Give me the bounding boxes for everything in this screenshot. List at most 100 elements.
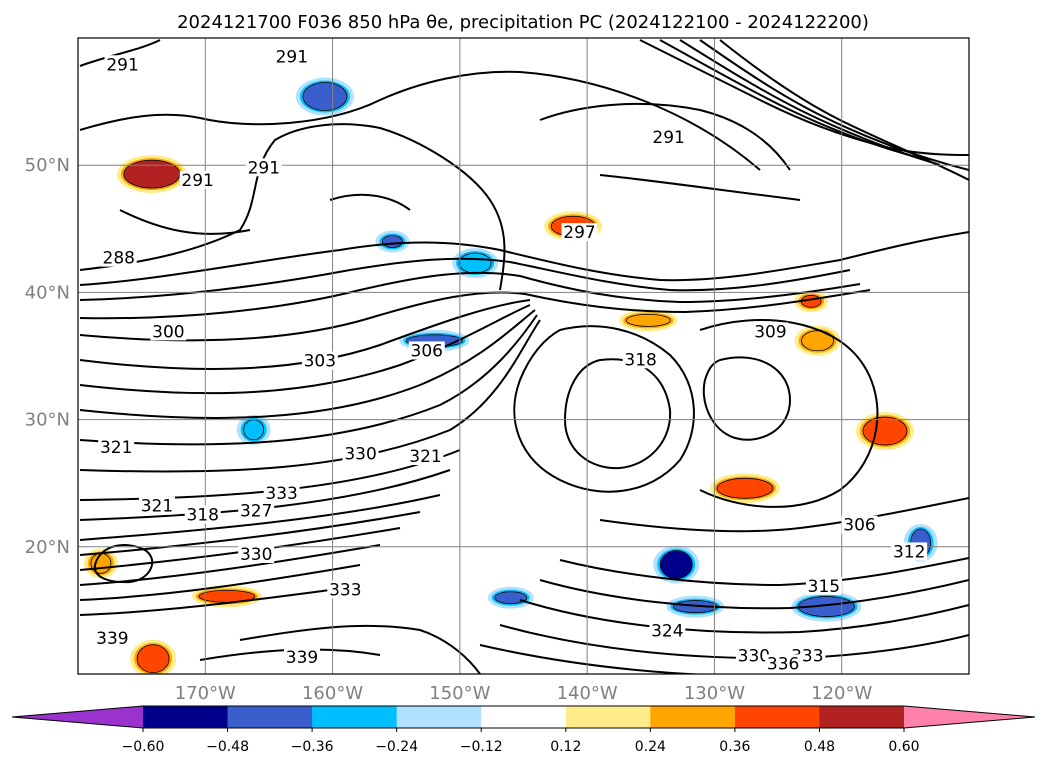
contour-label-bg [184, 505, 221, 524]
contour-label: 327 [240, 502, 272, 522]
lon-tick-label: 140°W [557, 683, 618, 704]
colorbar-segment [143, 706, 229, 728]
colorbar-tick-label: 0.12 [550, 739, 581, 755]
precip-feature-core [381, 235, 403, 248]
contour-label-bg [561, 223, 598, 242]
precip-feature-core [90, 552, 112, 574]
precip-feature-core [659, 550, 693, 580]
contour-label: 333 [329, 581, 361, 601]
contour-label: 339 [286, 648, 318, 668]
colorbar-segment [819, 706, 905, 728]
precipitation-layer [83, 77, 938, 674]
contour-label: 321 [100, 438, 132, 458]
colorbar-tick-label: −0.36 [291, 739, 334, 755]
colorbar-segment [312, 706, 398, 728]
precip-feature-core [862, 416, 908, 446]
contour-label: 312 [893, 542, 925, 562]
contour-label-bg [841, 515, 878, 534]
lon-tick-label: 130°W [684, 683, 745, 704]
contour-label-bg [104, 55, 141, 74]
contour-label-bg [284, 648, 321, 667]
colorbar-segment [734, 706, 820, 728]
contour-label-bg [245, 158, 282, 177]
precip-feature-core [458, 252, 492, 274]
colorbar-tick-label: −0.24 [375, 739, 418, 755]
contour-label: 306 [843, 516, 875, 536]
contour-label-bg [238, 544, 275, 563]
contour-label-bg [94, 628, 131, 647]
colorbar-tick-label: 0.24 [635, 739, 666, 755]
colorbar-tick-label: 0.60 [888, 739, 919, 755]
lat-tick-label: 20°N [25, 537, 70, 558]
contour-label: 330 [240, 545, 272, 565]
contour-label-bg [891, 542, 928, 561]
colorbar: −0.60 −0.48 −0.36 −0.24 −0.12 0.12 0.24 0.36 0.4… [11, 705, 1036, 755]
precip-feature-core [625, 313, 671, 327]
lon-tick-label: 170°W [175, 683, 236, 704]
contour-label-bg [263, 483, 300, 502]
contour-label: 291 [248, 158, 280, 178]
contour-label: 321 [409, 447, 441, 467]
contour-label: 291 [652, 128, 684, 148]
contour-label: 318 [187, 506, 219, 526]
contour-label-bg [765, 654, 802, 673]
contour-label: 318 [624, 350, 656, 370]
colorbar-tick-label: −0.48 [206, 739, 249, 755]
contour-label-bg [138, 496, 175, 515]
contour-label: 297 [563, 223, 595, 243]
contour-label-bg [342, 444, 379, 463]
colorbar-tick-label: −0.60 [122, 739, 165, 755]
colorbar-segment [396, 706, 482, 728]
longitude-axis: 170°W 160°W 150°W 140°W 130°W 120°W [175, 683, 873, 704]
contour-label: 339 [96, 629, 128, 649]
contour-label-bg [408, 341, 445, 360]
chart-title: 2024121700 F036 850 hPa θe, precipitatio… [177, 12, 869, 33]
precip-feature-core [801, 330, 834, 352]
colorbar-segment [227, 706, 313, 728]
contour-label: 330 [738, 647, 770, 667]
contour-label: 324 [651, 621, 683, 641]
lon-tick-label: 160°W [302, 683, 363, 704]
colorbar-extend-low-fill [12, 706, 143, 728]
contour-label: 291 [106, 55, 138, 75]
contour-label: 306 [411, 341, 443, 361]
contour-label-bg [273, 47, 310, 66]
lat-tick-label: 30°N [25, 410, 70, 431]
contour-label: 291 [181, 171, 213, 191]
latitude-axis: 20°N 30°N 40°N 50°N [25, 155, 70, 558]
map-frame [77, 37, 970, 675]
contour-label-bg [179, 171, 216, 190]
contour-label: 288 [103, 249, 135, 269]
contour-label: 315 [808, 577, 840, 597]
colorbar-tick-label: 0.36 [719, 739, 750, 755]
colorbar-extend-high [904, 706, 1035, 728]
contour-label-bg [100, 248, 137, 267]
contour-label-bg [649, 621, 686, 640]
contour-label-bg [622, 350, 659, 369]
contour-label: 330 [344, 444, 376, 464]
contour-label-bg [98, 438, 135, 457]
colorbar-tick-label: 0.48 [804, 739, 835, 755]
colorbar-tick-label: −0.12 [460, 739, 503, 755]
contour-label-bg [735, 646, 772, 665]
precip-feature-core [302, 82, 348, 111]
colorbar-segment [481, 706, 567, 728]
precip-feature-core [123, 159, 181, 189]
precip-feature-core [243, 419, 265, 441]
precip-feature-core [494, 591, 528, 605]
contour-label: 309 [754, 322, 786, 342]
lon-tick-label: 120°W [811, 683, 872, 704]
theta-e-contours [79, 39, 969, 674]
contour-label-bg [752, 322, 789, 341]
precip-feature-core [136, 644, 170, 674]
lat-lon-grid [78, 38, 969, 674]
lat-tick-label: 40°N [25, 282, 70, 303]
contour-label: 303 [304, 352, 336, 372]
contour-label: 321 [141, 497, 173, 517]
contour-label-bg [301, 351, 338, 370]
contour-label-bg [805, 576, 842, 595]
contour-label-bg [407, 447, 444, 466]
colorbar-segment [565, 706, 651, 728]
contour-label: 300 [152, 322, 184, 342]
